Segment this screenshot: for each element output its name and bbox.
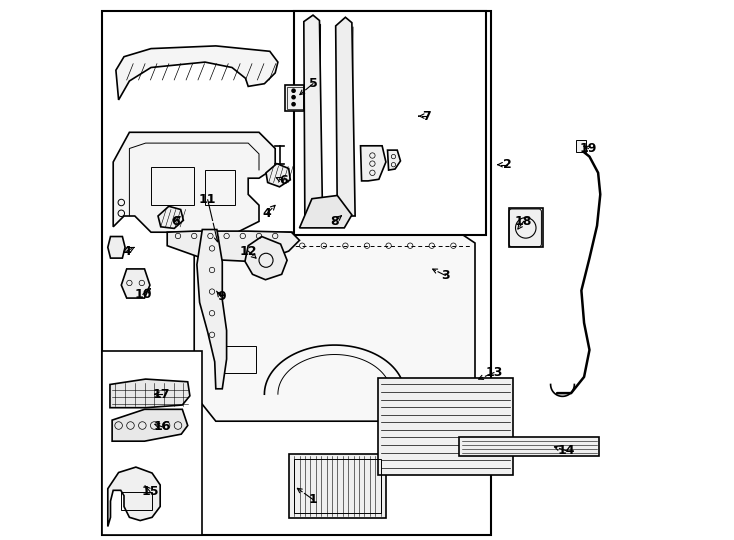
Text: 13: 13 (485, 366, 503, 379)
Text: 2: 2 (503, 158, 512, 171)
Text: 10: 10 (134, 288, 152, 301)
Bar (121, 492, 152, 510)
Text: 6: 6 (279, 174, 288, 187)
Text: 11: 11 (199, 193, 217, 206)
Text: 1: 1 (308, 493, 317, 506)
Polygon shape (304, 15, 323, 227)
Polygon shape (335, 17, 355, 216)
Text: 12: 12 (239, 245, 257, 258)
Text: 4: 4 (123, 245, 131, 258)
Polygon shape (195, 232, 475, 421)
Polygon shape (108, 467, 160, 526)
Polygon shape (108, 237, 125, 258)
Text: 16: 16 (153, 420, 170, 433)
Bar (205, 170, 235, 205)
Polygon shape (158, 206, 184, 228)
Polygon shape (197, 230, 227, 389)
Circle shape (292, 89, 295, 92)
Text: 5: 5 (308, 77, 317, 90)
Text: 19: 19 (580, 142, 597, 155)
Bar (576, 140, 586, 152)
Bar (224, 346, 256, 373)
Circle shape (292, 96, 295, 99)
Text: 9: 9 (217, 291, 225, 303)
Text: 3: 3 (441, 269, 450, 282)
Text: 6: 6 (171, 215, 180, 228)
Text: 14: 14 (558, 444, 575, 457)
Bar (103, 351, 203, 535)
Bar (151, 167, 195, 205)
Polygon shape (116, 46, 278, 100)
Text: 18: 18 (515, 215, 532, 228)
Bar (285, 85, 305, 111)
Polygon shape (110, 379, 190, 408)
Polygon shape (360, 146, 386, 181)
Bar (286, 87, 302, 109)
Bar (509, 208, 542, 247)
Polygon shape (266, 164, 291, 187)
Bar (294, 459, 380, 513)
Polygon shape (113, 132, 275, 232)
Text: 4: 4 (263, 207, 272, 220)
Polygon shape (112, 409, 188, 441)
Polygon shape (167, 231, 299, 262)
Bar (378, 378, 513, 475)
Bar (103, 11, 491, 535)
Polygon shape (121, 269, 150, 298)
Polygon shape (388, 150, 401, 170)
Text: 8: 8 (330, 215, 339, 228)
Bar (459, 437, 599, 456)
Bar (294, 11, 486, 235)
Bar (288, 454, 386, 518)
Circle shape (292, 103, 295, 106)
Polygon shape (245, 237, 287, 280)
Polygon shape (299, 195, 352, 228)
Text: 15: 15 (141, 485, 159, 498)
Text: 17: 17 (153, 388, 170, 401)
Text: 7: 7 (422, 110, 431, 123)
